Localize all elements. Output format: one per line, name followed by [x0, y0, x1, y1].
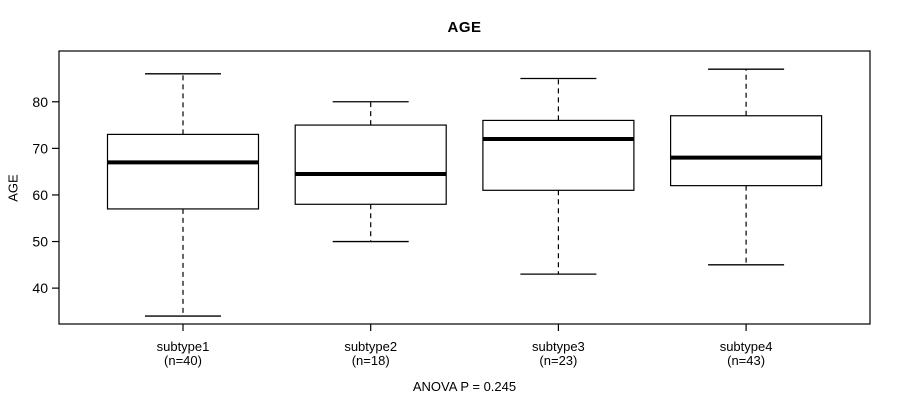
- y-tick-label: 70: [32, 140, 48, 156]
- y-tick-label: 80: [32, 94, 48, 110]
- x-category-label: subtype2: [344, 339, 397, 354]
- x-category-sublabel: (n=43): [727, 353, 765, 368]
- y-tick-label: 60: [32, 187, 48, 203]
- x-category-sublabel: (n=23): [539, 353, 577, 368]
- iqr-box: [669, 115, 823, 187]
- anova-annotation: ANOVA P = 0.245: [412, 379, 517, 394]
- iqr-box: [106, 133, 260, 210]
- chart-title: AGE: [447, 19, 482, 36]
- y-tick-label: 40: [32, 280, 48, 296]
- x-category-label: subtype1: [157, 339, 210, 354]
- x-category-sublabel: (n=18): [352, 353, 390, 368]
- iqr-box: [294, 124, 447, 205]
- y-tick-label: 50: [32, 234, 48, 250]
- x-category-label: subtype4: [720, 339, 773, 354]
- x-category-label: subtype3: [532, 339, 585, 354]
- plot-frame: [58, 50, 871, 325]
- x-category-sublabel: (n=40): [164, 353, 202, 368]
- iqr-box: [482, 119, 635, 191]
